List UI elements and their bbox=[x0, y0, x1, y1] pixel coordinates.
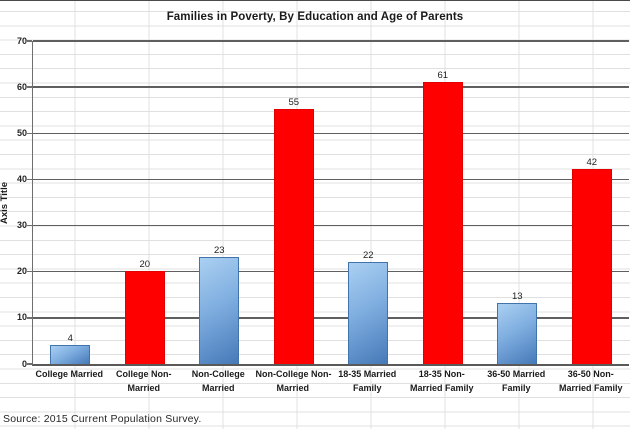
x-axis-label-non-college-married: Non-College Married bbox=[191, 369, 245, 393]
bar-group-18-35-non-married-family: 61 bbox=[406, 41, 481, 364]
y-gridline-30 bbox=[33, 224, 629, 227]
y-axis-label-0: 0 bbox=[21, 358, 27, 369]
bar-group-college-non-married: 20 bbox=[108, 41, 183, 364]
y-axis-title: Axis Title bbox=[0, 181, 10, 225]
bar-value-label-36-50-married-family: 13 bbox=[511, 291, 523, 303]
bar-value-label-college-non-married: 20 bbox=[139, 258, 151, 270]
bar-value-label-non-college-married: 23 bbox=[213, 244, 225, 256]
bar-group-non-college-married: 23 bbox=[182, 41, 257, 364]
bar-college-non-married[interactable] bbox=[124, 270, 165, 364]
x-axis-label-college-married: College Married bbox=[35, 369, 104, 379]
source-note: Source: 2015 Current Population Survey. bbox=[3, 413, 202, 425]
x-axis-label-18-35-non-married-family: 18-35 Non- Married Family bbox=[409, 369, 474, 393]
bar-group-college-married: 4 bbox=[33, 41, 108, 364]
x-axis-label-36-50-married-family: 36-50 Married Family bbox=[487, 369, 546, 393]
bar-group-18-35-married-family: 22 bbox=[331, 41, 406, 364]
y-tick-mark-20 bbox=[27, 270, 32, 273]
bar-non-college-non-married[interactable] bbox=[273, 109, 314, 364]
x-axis-label-college-non-married: College Non- Married bbox=[116, 369, 172, 393]
x-axis-label-36-50-non-married-family: 36-50 Non- Married Family bbox=[558, 369, 623, 393]
y-axis-label-50: 50 bbox=[16, 127, 27, 138]
y-tick-mark-0 bbox=[27, 363, 32, 365]
y-tick-mark-10 bbox=[27, 317, 32, 319]
y-tick-mark-60 bbox=[27, 86, 32, 88]
y-gridline-60 bbox=[33, 86, 629, 88]
y-axis-label-10: 10 bbox=[16, 312, 27, 323]
y-axis-label-30: 30 bbox=[16, 220, 27, 231]
bar-value-label-college-married: 4 bbox=[67, 332, 73, 344]
bar-18-35-married-family[interactable] bbox=[348, 261, 389, 364]
bar-value-label-non-college-non-married: 55 bbox=[288, 97, 300, 109]
bar-value-label-36-50-non-married-family: 42 bbox=[586, 157, 598, 169]
y-gridline-50 bbox=[33, 132, 629, 135]
bar-group-non-college-non-married: 55 bbox=[257, 41, 332, 364]
y-gridline-70 bbox=[33, 40, 629, 42]
y-tick-mark-30 bbox=[27, 224, 32, 227]
x-axis-label-18-35-married-family: 18-35 Married Family bbox=[338, 369, 397, 393]
bar-18-35-non-married-family[interactable] bbox=[422, 81, 463, 364]
bar-series: 4 20 23 55 22 61 13 42 bbox=[33, 41, 629, 364]
y-tick-mark-70 bbox=[27, 40, 32, 42]
y-axis-label-40: 40 bbox=[16, 173, 27, 184]
y-tick-mark-50 bbox=[27, 132, 32, 135]
y-axis-label-60: 60 bbox=[16, 81, 27, 92]
y-tick-mark-40 bbox=[27, 178, 32, 181]
x-axis-label-non-college-non-married: Non-College Non- Married bbox=[255, 369, 332, 393]
y-axis-label-70: 70 bbox=[16, 35, 27, 46]
bar-value-label-18-35-non-married-family: 61 bbox=[437, 69, 449, 81]
y-gridline-10 bbox=[33, 317, 629, 319]
x-axis-category-labels: College Married College Non- Married Non-Co… bbox=[32, 368, 628, 398]
bar-value-label-18-35-married-family: 22 bbox=[362, 249, 374, 261]
bar-college-married[interactable] bbox=[50, 344, 91, 364]
y-axis-label-20: 20 bbox=[16, 266, 27, 277]
bar-36-50-married-family[interactable] bbox=[497, 303, 538, 364]
bar-group-36-50-non-married-family: 42 bbox=[555, 41, 630, 364]
window-top-edge bbox=[0, 0, 630, 1]
plot-area: 4 20 23 55 22 61 13 42 bbox=[32, 40, 629, 366]
bar-non-college-married[interactable] bbox=[199, 256, 240, 364]
bar-group-36-50-married-family: 13 bbox=[480, 41, 555, 364]
y-gridline-20 bbox=[33, 270, 629, 273]
y-gridline-40 bbox=[33, 178, 629, 181]
chart-title: Families in Poverty, By Education and Ag… bbox=[166, 11, 464, 23]
bar-36-50-non-married-family[interactable] bbox=[571, 169, 612, 364]
